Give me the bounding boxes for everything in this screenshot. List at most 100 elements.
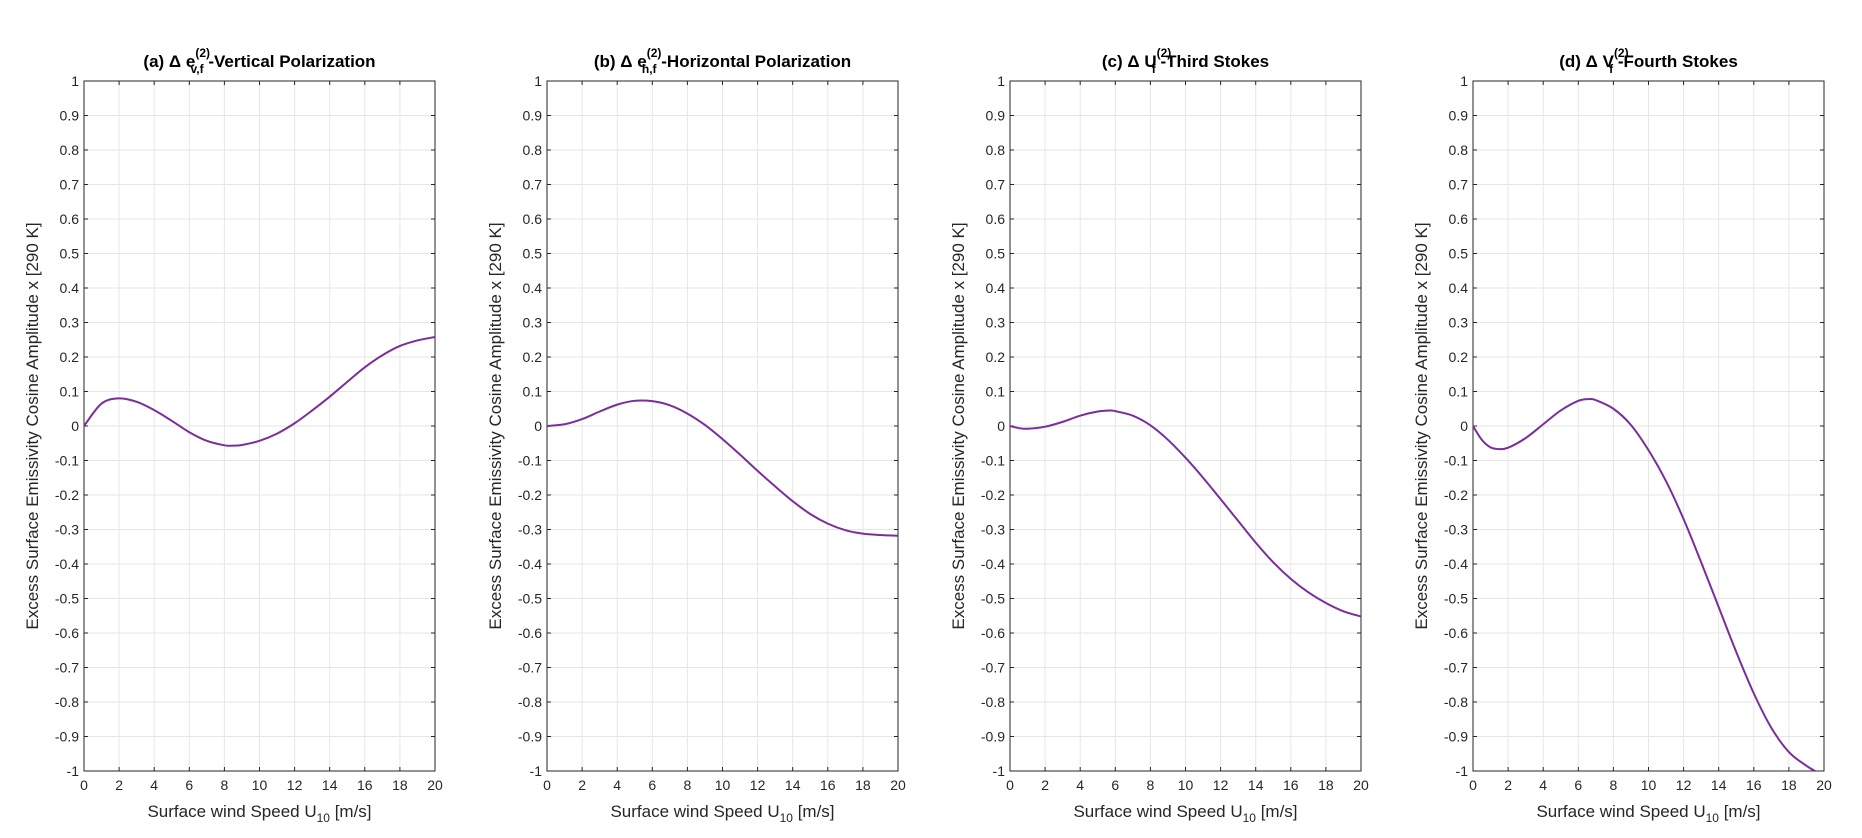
y-tick-label: -0.3 [1444, 522, 1468, 538]
y-tick-label: -0.5 [55, 591, 79, 607]
x-tick-label: 12 [750, 777, 766, 793]
chart-title: (c) Δ U(2) f -Third Stokes [1102, 46, 1269, 76]
y-axis-label: Excess Surface Emissivity Cosine Amplitu… [23, 222, 42, 629]
y-tick-label: -0.2 [518, 487, 542, 503]
x-tick-label: 0 [1469, 777, 1477, 793]
y-tick-label: 0 [534, 418, 542, 434]
y-tick-label: -0.2 [981, 487, 1005, 503]
x-tick-label: 20 [1353, 777, 1369, 793]
y-tick-label: 0.9 [60, 108, 80, 124]
y-tick-label: 0.3 [523, 315, 543, 331]
x-tick-label: 16 [820, 777, 836, 793]
y-tick-label: 0.3 [1449, 315, 1469, 331]
y-tick-label: 1 [534, 73, 542, 89]
series-line [83, 336, 436, 447]
x-tick-label: 2 [115, 777, 123, 793]
y-tick-label: -0.8 [518, 694, 542, 710]
y-tick-label: -0.8 [1444, 694, 1468, 710]
y-tick-label: 0.7 [523, 177, 543, 193]
y-tick-label: 0.1 [1449, 384, 1469, 400]
y-tick-label: 0.6 [986, 211, 1006, 227]
y-tick-label: -0.7 [1444, 660, 1468, 676]
y-tick-label: 0.1 [60, 384, 80, 400]
y-axis-label: Excess Surface Emissivity Cosine Amplitu… [1412, 222, 1431, 629]
chart-panel-c: 0 2 4 6 8 10 12 14 16 18 20 1 0.9 0.8 0.7 0.6 0.5 0.4 0.3 0… [949, 46, 1369, 825]
x-tick-label: 20 [427, 777, 443, 793]
y-tick-label: -0.4 [518, 556, 542, 572]
x-tick-label: 20 [890, 777, 906, 793]
x-tick-label: 10 [252, 777, 268, 793]
y-tick-label: 0.8 [986, 142, 1006, 158]
y-tick-label: -0.9 [981, 729, 1005, 745]
y-tick-label: -0.7 [518, 660, 542, 676]
y-tick-label: 0.5 [1449, 246, 1469, 262]
y-tick-label: 1 [71, 73, 79, 89]
y-tick-label: 0.8 [523, 142, 543, 158]
y-axis-label: Excess Surface Emissivity Cosine Amplitu… [486, 222, 505, 629]
x-tick-label: 8 [1610, 777, 1618, 793]
x-tick-label: 20 [1816, 777, 1832, 793]
y-tick-label: 0.6 [523, 211, 543, 227]
y-tick-label: 0.4 [986, 280, 1006, 296]
y-tick-label: 1 [1460, 73, 1468, 89]
x-tick-label: 14 [1711, 777, 1727, 793]
y-tick-label: -0.4 [981, 556, 1005, 572]
y-tick-label: -0.1 [1444, 453, 1468, 469]
y-tick-label: -0.6 [981, 625, 1005, 641]
y-tick-label: -0.2 [1444, 487, 1468, 503]
y-tick-label: -0.6 [55, 625, 79, 641]
y-tick-label: -0.6 [518, 625, 542, 641]
y-tick-label: 0.7 [60, 177, 80, 193]
y-tick-label: -0.7 [55, 660, 79, 676]
y-tick-label: 0.4 [1449, 280, 1469, 296]
y-tick-label: 0.1 [986, 384, 1006, 400]
y-tick-label: -1 [993, 763, 1006, 779]
x-tick-label: 18 [392, 777, 408, 793]
y-tick-label: -1 [530, 763, 543, 779]
y-tick-label: -0.1 [981, 453, 1005, 469]
y-tick-label: -0.1 [518, 453, 542, 469]
chart-panel-a: 0 2 4 6 8 10 12 14 16 18 20 1 0.9 0.8 0.7 0.6 0.5 0.4 0.3 0… [23, 46, 443, 825]
y-tick-label: 0.5 [986, 246, 1006, 262]
x-tick-label: 2 [1504, 777, 1512, 793]
y-tick-label: 0.3 [60, 315, 80, 331]
y-tick-label: -0.3 [55, 522, 79, 538]
x-tick-label: 18 [1318, 777, 1334, 793]
x-tick-label: 4 [1076, 777, 1084, 793]
chart-panel-b: 0 2 4 6 8 10 12 14 16 18 20 1 0.9 0.8 0.7 0.6 0.5 0.4 0.3 0… [486, 46, 906, 825]
y-tick-label: -1 [1456, 763, 1469, 779]
y-tick-label: 0.7 [986, 177, 1006, 193]
chart-title: (a) Δ e(2) v,f -Vertical Polarization [143, 46, 375, 76]
y-tick-label: 0.3 [986, 315, 1006, 331]
y-tick-label: -0.5 [1444, 591, 1468, 607]
x-tick-label: 12 [1676, 777, 1692, 793]
x-tick-label: 4 [613, 777, 621, 793]
y-tick-label: 0 [1460, 418, 1468, 434]
x-tick-label: 18 [1781, 777, 1797, 793]
y-tick-label: -0.5 [981, 591, 1005, 607]
x-tick-label: 0 [543, 777, 551, 793]
x-axis-label: Surface wind Speed U10 [m/s] [1073, 802, 1297, 825]
x-tick-label: 2 [578, 777, 586, 793]
x-tick-label: 6 [185, 777, 193, 793]
y-tick-label: -0.9 [1444, 729, 1468, 745]
x-tick-label: 10 [1641, 777, 1657, 793]
x-tick-label: 14 [322, 777, 338, 793]
y-tick-label: 0.9 [523, 108, 543, 124]
x-tick-label: 0 [1006, 777, 1014, 793]
x-tick-label: 6 [648, 777, 656, 793]
chart-title: (d) Δ V(2) f -Fourth Stokes [1559, 46, 1738, 76]
y-tick-label: 0.6 [1449, 211, 1469, 227]
x-tick-label: 14 [1248, 777, 1264, 793]
x-tick-label: 14 [785, 777, 801, 793]
x-tick-label: 8 [221, 777, 229, 793]
y-tick-label: -0.7 [981, 660, 1005, 676]
y-tick-label: -0.9 [55, 729, 79, 745]
y-tick-label: -0.2 [55, 487, 79, 503]
y-tick-label: 0.9 [986, 108, 1006, 124]
x-tick-label: 4 [1539, 777, 1547, 793]
x-tick-label: 8 [684, 777, 692, 793]
x-axis-label: Surface wind Speed U10 [m/s] [610, 802, 834, 825]
chart-title: (b) Δ e(2) h,f -Horizontal Polarization [594, 46, 851, 76]
y-tick-label: -0.4 [55, 556, 79, 572]
